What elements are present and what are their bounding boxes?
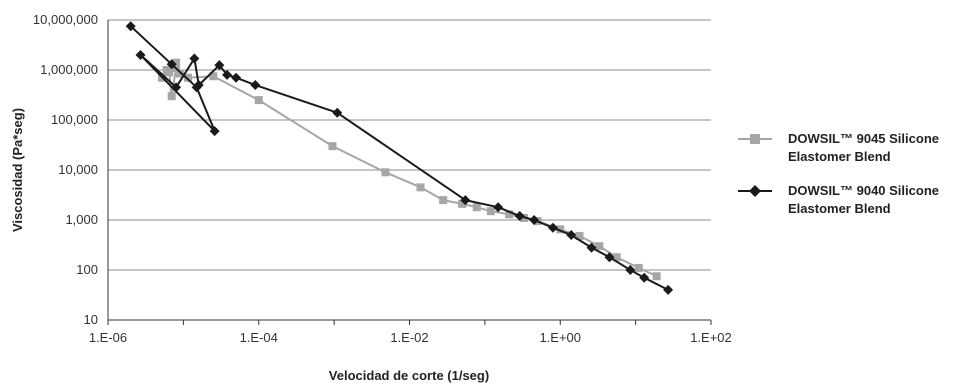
data-point-square: [505, 210, 514, 219]
x-tick-label: 1.E-02: [390, 330, 428, 345]
y-tick-label: 10,000: [58, 162, 98, 177]
y-axis-label: Viscosidad (Pa*seg): [10, 108, 25, 232]
data-point-diamond: [529, 215, 540, 225]
y-tick-label: 100: [76, 262, 98, 277]
data-point-diamond: [171, 82, 182, 93]
legend-label-9045: DOWSIL™ 9045 Silicone Elastomer Blend: [788, 131, 939, 164]
data-point-square: [328, 142, 337, 151]
data-point-diamond: [493, 202, 504, 213]
x-tick-label: 1.E+02: [690, 330, 732, 345]
data-point-diamond: [625, 265, 636, 275]
data-point-diamond: [663, 284, 674, 295]
data-point-diamond: [547, 222, 558, 233]
legend-swatch-diamond: [738, 185, 772, 197]
series-line: [161, 61, 658, 278]
axes: [107, 20, 712, 325]
gridlines: [108, 19, 711, 271]
data-point-square: [634, 263, 643, 272]
data-point-square: [472, 203, 481, 212]
data-point-diamond: [460, 195, 471, 206]
data-point-square: [652, 272, 661, 281]
data-point-square: [175, 69, 184, 78]
legend-label-9040: DOWSIL™ 9040 Silicone Elastomer Blend: [788, 183, 939, 216]
legend: DOWSIL™ 9045 Silicone Elastomer Blend DO…: [738, 130, 972, 234]
data-point-diamond: [222, 69, 233, 80]
legend-item-9045: DOWSIL™ 9045 Silicone Elastomer Blend: [738, 130, 972, 182]
x-tick-label: 1.E-06: [89, 330, 127, 345]
data-point-diamond: [214, 60, 225, 71]
x-tick-label: 1.E-04: [240, 330, 278, 345]
data-point-diamond: [135, 49, 146, 60]
series-line: [130, 25, 669, 291]
y-tick-label: 1,000: [65, 212, 98, 227]
data-point-square: [209, 72, 218, 81]
y-tick-label: 10,000,000: [33, 12, 98, 27]
data-point-diamond: [166, 59, 177, 70]
series-9040: [125, 21, 674, 295]
data-point-square: [165, 68, 174, 77]
data-point-square: [458, 199, 467, 208]
data-point-square: [575, 231, 584, 240]
data-point-diamond: [586, 242, 597, 253]
data-point-diamond: [332, 107, 343, 118]
y-tick-label: 1,000,000: [40, 62, 98, 77]
series-9045: [157, 58, 661, 281]
legend-swatch-square: [738, 134, 772, 144]
legend-item-9040: DOWSIL™ 9040 Silicone Elastomer Blend: [738, 182, 972, 234]
data-point-diamond: [639, 272, 650, 283]
series-layer: [125, 21, 674, 295]
data-point-diamond: [125, 21, 136, 32]
data-point-square: [167, 92, 176, 101]
data-point-diamond: [250, 80, 261, 91]
data-point-diamond: [193, 80, 204, 91]
data-point-square: [183, 73, 192, 82]
x-tick-label: 1.E+00: [539, 330, 581, 345]
data-point-square: [556, 225, 565, 234]
data-point-diamond: [566, 230, 577, 241]
data-point-square: [381, 168, 390, 177]
data-point-diamond: [189, 53, 200, 64]
data-point-square: [254, 96, 263, 105]
data-point-square: [439, 196, 448, 205]
x-axis-label: Velocidad de corte (1/seg): [329, 368, 489, 383]
data-point-square: [595, 242, 604, 251]
data-point-square: [486, 207, 495, 216]
y-tick-label: 100,000: [51, 112, 98, 127]
data-point-square: [172, 58, 181, 67]
x-tick-labels: 1.E-06 1.E-04 1.E-02 1.E+00 1.E+02: [89, 330, 732, 345]
data-point-diamond: [604, 252, 615, 263]
data-point-diamond: [514, 211, 525, 222]
data-point-diamond: [231, 72, 242, 83]
y-tick-label: 10: [84, 312, 98, 327]
data-point-diamond: [209, 126, 220, 137]
y-tick-labels: 10 100 1,000 10,000 100,000 1,000,000 10,000,0…: [33, 12, 98, 327]
data-point-square: [416, 183, 425, 192]
data-point-square: [612, 253, 621, 262]
